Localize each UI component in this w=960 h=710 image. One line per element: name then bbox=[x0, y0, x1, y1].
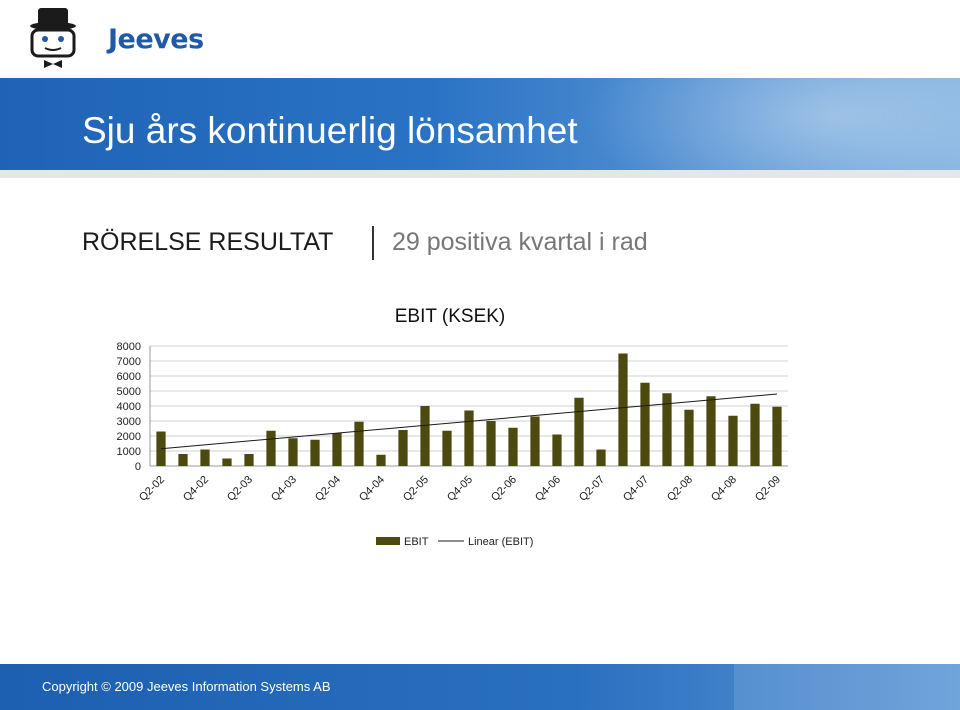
copyright-text: Copyright © 2009 Jeeves Information Syst… bbox=[42, 679, 331, 694]
bar-Q4-04 bbox=[376, 454, 386, 466]
brand-logo: Jeeves bbox=[28, 6, 204, 68]
x-tick-label: Q2-05 bbox=[401, 474, 431, 504]
section-title: RÖRELSE RESULTAT bbox=[82, 228, 334, 256]
bar-Q1-03 bbox=[222, 458, 232, 466]
y-tick-label: 6000 bbox=[117, 371, 141, 383]
x-tick-label: Q2-07 bbox=[577, 474, 607, 504]
bar-Q3-04 bbox=[354, 421, 364, 466]
ebit-chart: EBIT (KSEK) 0 1000 2000 3000 4000 5000 6000 700… bbox=[117, 306, 788, 548]
bar-Q1-06 bbox=[486, 421, 496, 466]
y-tick-label: 5000 bbox=[117, 386, 141, 398]
bar-Q1-09 bbox=[750, 403, 760, 466]
bar-Q4-05 bbox=[464, 410, 474, 466]
x-tick-label: Q4-06 bbox=[533, 474, 563, 504]
bar-Q3-05 bbox=[442, 430, 452, 466]
bar-Q2-03 bbox=[244, 454, 254, 466]
butler-logo-icon bbox=[30, 8, 76, 68]
y-tick-label: 2000 bbox=[117, 431, 141, 443]
bar-Q1-08 bbox=[662, 393, 672, 466]
page-title: Sju års kontinuerlig lönsamhet bbox=[82, 110, 578, 151]
bar-Q4-07 bbox=[640, 382, 650, 466]
chart-title: EBIT (KSEK) bbox=[395, 306, 506, 327]
bar-Q2-09 bbox=[772, 406, 782, 466]
y-tick-label: 4000 bbox=[117, 401, 141, 413]
brand-name: Jeeves bbox=[108, 24, 204, 55]
bar-Q1-05 bbox=[398, 430, 408, 466]
x-tick-label: Q2-02 bbox=[137, 474, 167, 504]
bar-Q2-05 bbox=[420, 406, 430, 466]
x-tick-label: Q4-08 bbox=[709, 474, 739, 504]
legend-label-ebit: EBIT bbox=[404, 536, 429, 548]
legend-label-trend: Linear (EBIT) bbox=[468, 536, 533, 548]
legend-swatch-ebit bbox=[376, 537, 400, 545]
x-tick-label: Q2-06 bbox=[489, 474, 519, 504]
bar-Q3-08 bbox=[706, 396, 716, 466]
bar-Q3-06 bbox=[530, 416, 540, 466]
bar-Q1-07 bbox=[574, 397, 584, 466]
title-divider bbox=[372, 226, 374, 260]
bar-Q3-07 bbox=[618, 353, 628, 466]
bar-Q2-06 bbox=[508, 427, 518, 466]
y-tick-label: 1000 bbox=[117, 446, 141, 458]
bar-Q4-02 bbox=[200, 449, 210, 466]
x-tick-label: Q2-03 bbox=[225, 474, 255, 504]
bar-Q2-07 bbox=[596, 449, 606, 466]
y-tick-label: 8000 bbox=[117, 341, 141, 353]
chart-legend: EBIT Linear (EBIT) bbox=[376, 536, 533, 548]
x-tick-label: Q4-07 bbox=[621, 474, 651, 504]
trendline bbox=[160, 393, 778, 450]
bar-Q3-02 bbox=[178, 454, 188, 466]
x-tick-label: Q2-09 bbox=[753, 474, 783, 504]
x-tick-label: Q4-02 bbox=[181, 474, 211, 504]
footer-bar: Copyright © 2009 Jeeves Information Syst… bbox=[0, 664, 960, 710]
bar-Q4-03 bbox=[288, 438, 298, 466]
bar-Q4-08 bbox=[728, 415, 738, 466]
x-tick-label: Q2-04 bbox=[313, 474, 343, 504]
header-banner bbox=[0, 78, 960, 170]
bar-Q3-03 bbox=[266, 430, 276, 466]
x-tick-label: Q4-03 bbox=[269, 474, 299, 504]
section-subtitle: 29 positiva kvartal i rad bbox=[392, 228, 648, 256]
bar-Q4-06 bbox=[552, 434, 562, 466]
x-tick-label: Q4-04 bbox=[357, 474, 387, 504]
bar-Q2-08 bbox=[684, 409, 694, 466]
y-tick-label: 0 bbox=[135, 461, 141, 473]
bar-Q2-04 bbox=[332, 433, 342, 466]
x-tick-label: Q2-08 bbox=[665, 474, 695, 504]
x-tick-label: Q4-05 bbox=[445, 474, 475, 504]
y-tick-label: 3000 bbox=[117, 416, 141, 428]
y-tick-label: 7000 bbox=[117, 356, 141, 368]
bar-Q1-04 bbox=[310, 439, 320, 466]
